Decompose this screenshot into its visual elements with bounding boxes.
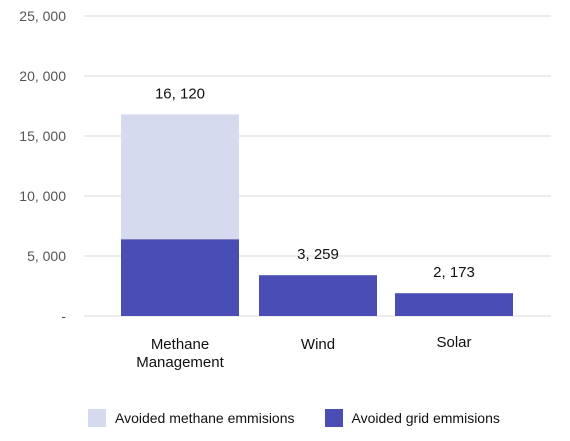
bar-methane-0 — [121, 114, 239, 240]
bar-grid-2 — [395, 293, 513, 316]
legend-label-methane: Avoided methane emmisions — [115, 410, 295, 426]
y-tick-label: 10, 000 — [19, 188, 66, 204]
y-tick-label: 5, 000 — [27, 248, 66, 264]
bar-grid-1 — [259, 275, 377, 316]
y-axis-tick-labels: - 5, 000 10, 000 15, 000 20, 000 25, 000 — [19, 8, 66, 324]
y-tick-label: 15, 000 — [19, 128, 66, 144]
bars — [121, 114, 513, 316]
data-labels: 16, 120 3, 259 2, 173 — [155, 85, 475, 281]
data-label: 3, 259 — [297, 246, 339, 263]
y-tick-label: 25, 000 — [19, 8, 66, 24]
legend-swatch-grid — [324, 409, 343, 427]
legend-swatch-methane — [88, 409, 106, 427]
legend-label-grid: Avoided grid emmisions — [351, 410, 500, 426]
legend: Avoided methane emmisions Avoided grid e… — [88, 409, 530, 427]
legend-item-methane: Avoided methane emmisions — [88, 409, 295, 427]
y-tick-label: - — [61, 308, 66, 324]
data-label: 2, 173 — [433, 264, 475, 281]
category-labels: Methane Management Wind Solar — [136, 334, 471, 371]
y-tick-label: 20, 000 — [19, 68, 66, 84]
data-label: 16, 120 — [155, 85, 205, 102]
legend-item-grid: Avoided grid emmisions — [324, 409, 500, 427]
category-label: Methane Management — [136, 336, 224, 371]
bar-grid-0 — [121, 239, 239, 316]
category-label: Solar — [436, 334, 471, 351]
category-label: Wind — [301, 336, 335, 353]
